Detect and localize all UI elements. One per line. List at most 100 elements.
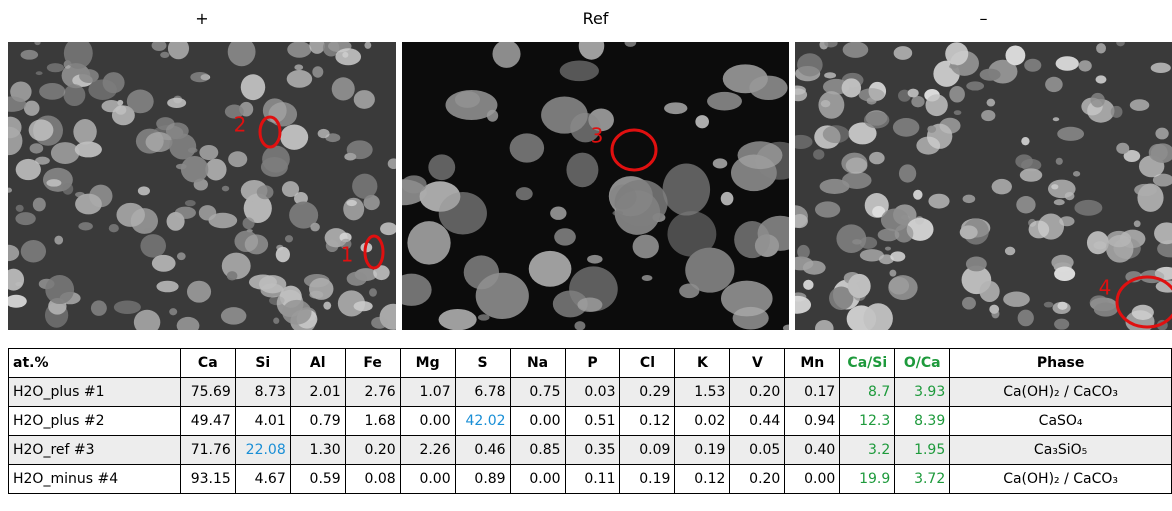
table-cell: 0.59 — [290, 465, 345, 494]
particle — [138, 186, 150, 195]
particle — [1155, 128, 1168, 140]
results-table: at.%CaSiAlFeMgSNaPClKVMnCa/SiO/CaPhase H… — [8, 348, 1172, 494]
particle — [836, 224, 866, 253]
particle — [893, 118, 919, 137]
table-cell: Ca(OH)₂ / CaCO₃ — [950, 378, 1172, 407]
particle — [791, 214, 807, 228]
particle — [227, 271, 238, 280]
particle — [312, 66, 323, 78]
particle — [347, 140, 373, 159]
particle — [190, 72, 209, 82]
particle — [1091, 93, 1105, 108]
particle — [332, 77, 355, 100]
particle — [205, 159, 226, 181]
table-cell: 0.00 — [400, 407, 455, 436]
particle — [574, 321, 585, 330]
particle — [963, 195, 976, 203]
particle — [282, 300, 311, 325]
particle — [1096, 43, 1106, 53]
particle — [487, 110, 498, 122]
particle — [64, 37, 93, 68]
particle — [16, 159, 41, 180]
particle — [401, 175, 426, 193]
table-cell: 0.40 — [785, 436, 840, 465]
table-cell: CaSO₄ — [950, 407, 1172, 436]
table-cell: 75.69 — [180, 378, 235, 407]
particle — [667, 211, 716, 257]
particle — [185, 200, 196, 206]
particle — [34, 40, 40, 45]
table-cell: 0.89 — [455, 465, 510, 494]
particle — [1057, 127, 1084, 141]
particle — [824, 38, 837, 47]
particle — [980, 69, 1001, 81]
particle — [1015, 154, 1033, 168]
particle — [285, 235, 293, 242]
table-cell: 0.00 — [785, 465, 840, 494]
header-cell: Phase — [950, 349, 1172, 378]
particle — [1096, 75, 1107, 83]
header-cell: Mn — [785, 349, 840, 378]
table-cell: 0.44 — [730, 407, 785, 436]
particle — [249, 275, 277, 290]
particle — [78, 222, 93, 230]
particle — [813, 149, 824, 159]
particle — [945, 42, 968, 65]
particle — [1054, 199, 1065, 205]
particle — [199, 145, 218, 160]
header-cell: Ca — [180, 349, 235, 378]
table-cell: 0.05 — [730, 436, 785, 465]
particle — [843, 42, 869, 58]
particle — [723, 64, 768, 93]
table-cell: 19.9 — [840, 465, 895, 494]
particle — [169, 308, 177, 315]
sem-image — [377, 32, 803, 332]
header-cell: S — [455, 349, 510, 378]
particle — [1111, 106, 1123, 118]
table-cell: 49.47 — [180, 407, 235, 436]
particle — [228, 151, 247, 167]
table-cell: H2O_plus #2 — [9, 407, 181, 436]
particle — [33, 198, 46, 212]
particle — [167, 98, 186, 108]
table-cell: 6.78 — [455, 378, 510, 407]
particle — [169, 133, 196, 159]
particle — [222, 186, 229, 192]
particle — [1024, 59, 1041, 72]
header-cell: V — [730, 349, 785, 378]
particle — [979, 281, 999, 302]
particle — [1029, 220, 1050, 238]
particle — [579, 32, 605, 59]
particle — [550, 206, 566, 219]
table-cell: 0.03 — [565, 378, 620, 407]
header-cell: Si — [235, 349, 290, 378]
particle — [243, 217, 255, 229]
particle — [1018, 310, 1034, 327]
particle — [1074, 200, 1102, 216]
particle — [928, 194, 949, 209]
table-cell: 0.94 — [785, 407, 840, 436]
particle — [842, 78, 861, 97]
particle — [29, 119, 54, 140]
particle — [36, 71, 43, 75]
table-cell: 0.00 — [510, 407, 565, 436]
table-cell: 0.79 — [290, 407, 345, 436]
particle — [1044, 302, 1054, 308]
particle — [1052, 302, 1070, 314]
table-body: H2O_plus #175.698.732.012.761.076.780.75… — [9, 378, 1172, 494]
particle — [633, 235, 659, 259]
particle — [954, 110, 962, 115]
panel-title: – — [980, 9, 988, 28]
particle — [6, 295, 27, 308]
table-cell: 1.95 — [895, 436, 950, 465]
header-cell: at.% — [9, 349, 181, 378]
particle — [927, 126, 936, 133]
particle — [803, 280, 813, 290]
particle — [152, 255, 176, 272]
particle — [625, 38, 637, 47]
particle — [1045, 77, 1063, 92]
particle — [310, 223, 320, 232]
particle — [262, 146, 290, 173]
particle — [1006, 46, 1026, 66]
particle — [116, 203, 145, 227]
